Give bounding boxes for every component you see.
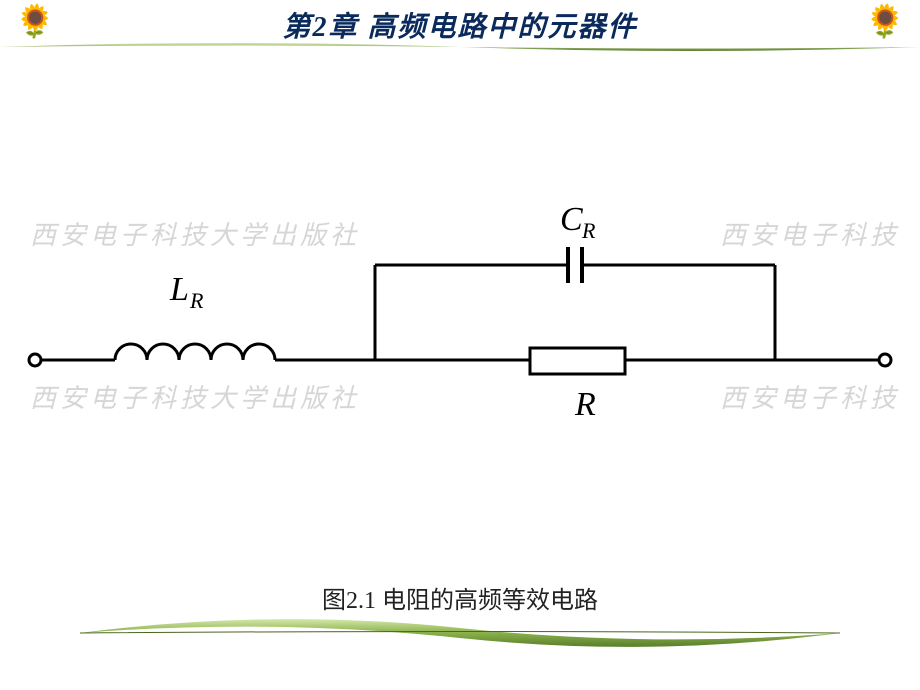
svg-text:R: R — [581, 218, 596, 243]
circuit-diagram: LRCRR — [0, 200, 920, 460]
header-leaf-divider — [0, 42, 920, 52]
chapter-title: 第2章 高频电路中的元器件 — [282, 5, 637, 45]
sunflower-icon: 🌻 — [865, 2, 905, 40]
inductor-symbol — [115, 344, 275, 360]
page-header: 🌻 第2章 高频电路中的元器件 🌻 — [0, 0, 920, 50]
capacitor-label: C — [560, 201, 583, 238]
terminal-left — [29, 354, 41, 366]
svg-text:R: R — [189, 288, 204, 313]
terminal-right — [879, 354, 891, 366]
resistor-label: R — [574, 386, 596, 423]
sunflower-icon: 🌻 — [15, 2, 55, 40]
footer-leaf-decoration — [80, 608, 840, 658]
resistor-symbol — [530, 348, 625, 374]
inductor-label: L — [169, 271, 189, 308]
